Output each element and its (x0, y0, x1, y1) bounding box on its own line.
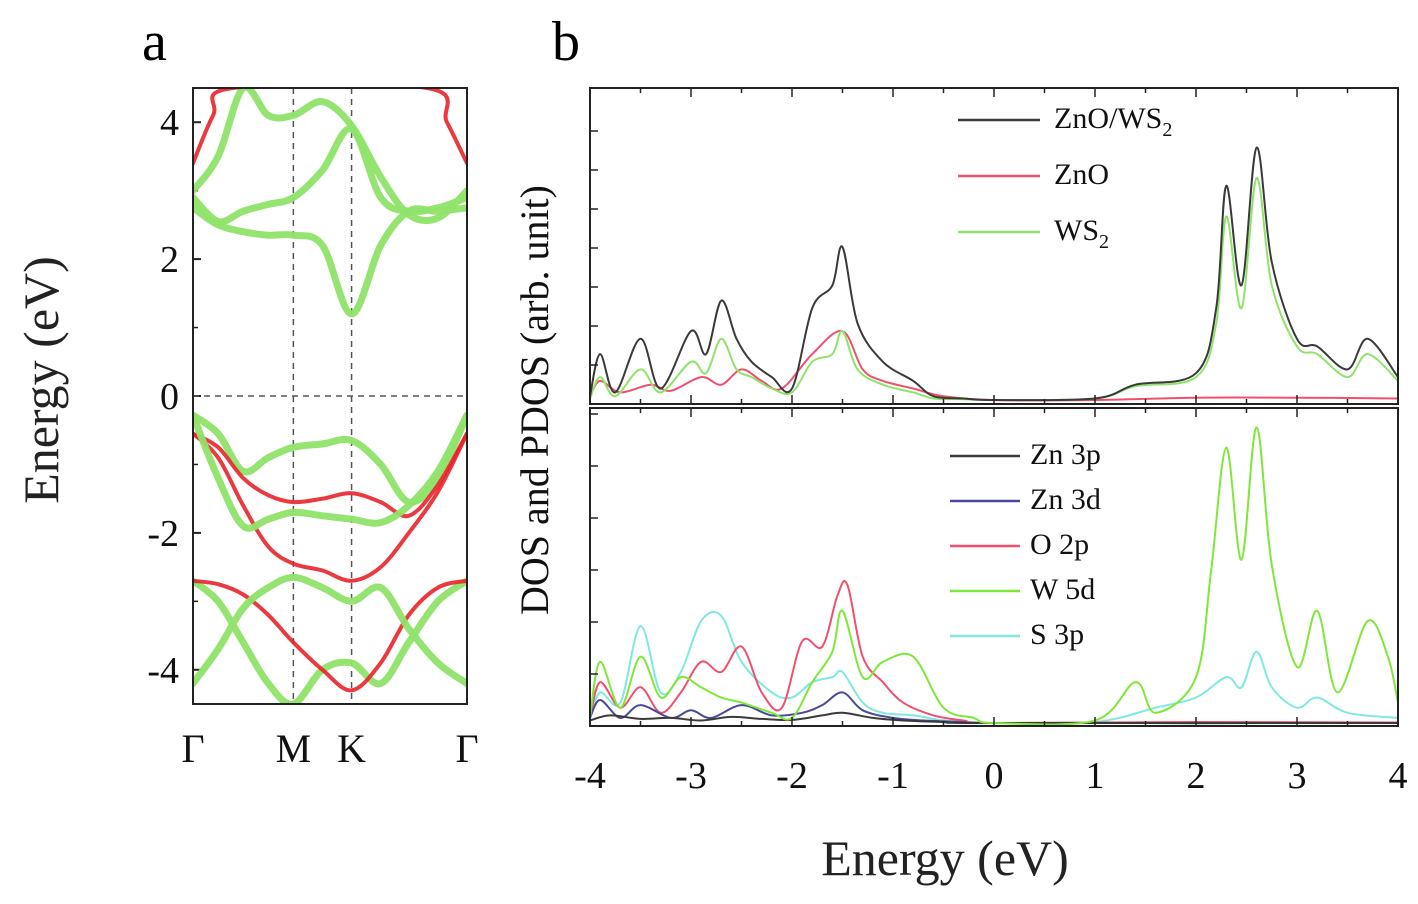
dos-total-lines (590, 146, 1398, 402)
pdos-line-4 (590, 611, 1398, 725)
legend-label: Zn 3d (1030, 483, 1101, 516)
pdos-lines (590, 426, 1398, 726)
legend-label: W 5d (1030, 573, 1095, 606)
pdos-line-0 (590, 711, 1398, 725)
dos-xtick-label: 2 (1187, 755, 1206, 797)
band-ytick-label: -2 (147, 513, 179, 555)
band-line-ws2 (193, 125, 467, 226)
pdos-line-2 (590, 580, 1398, 725)
dos-plot: DOS and PDOS (arb. unit) -4 -3 -2 -1 0 1 2 3 4 E… (512, 87, 1408, 886)
dos-xtick-label: 3 (1288, 755, 1307, 797)
dos-xlabel: Energy (eV) (821, 830, 1069, 886)
band-ytick-label: 4 (160, 102, 179, 144)
band-line-ws2 (193, 577, 467, 704)
legend-label: Zn 3p (1030, 438, 1101, 471)
dos-xtick-labels: -4 -3 -2 -1 0 1 2 3 4 (574, 755, 1407, 797)
legend-label: ZnO (1054, 158, 1109, 191)
dos-line-2 (590, 177, 1398, 402)
band-ytick-label: -4 (147, 650, 179, 692)
band-line-zno (193, 431, 467, 583)
band-line-ws2 (193, 411, 467, 532)
legend-label: ZnO/WS2 (1054, 102, 1172, 141)
legend-label: S 3p (1030, 618, 1084, 651)
legend-label: O 2p (1030, 528, 1089, 561)
legend-bottom: Zn 3p Zn 3d O 2p W 5d S 3p (950, 438, 1101, 651)
band-line-ws2 (193, 573, 467, 687)
legend-label: WS2 (1054, 214, 1109, 253)
dos-xtick-label: -3 (675, 755, 707, 797)
kpoint-label: M (276, 726, 312, 771)
band-line-zno (193, 88, 467, 166)
band-line-zno (193, 578, 467, 693)
dos-xtick-label: -4 (574, 755, 606, 797)
pdos-line-3 (590, 426, 1398, 726)
dos-bottom-frame (589, 407, 1399, 727)
dos-xtick-label: 4 (1389, 755, 1408, 797)
legend-top: ZnO/WS2 ZnO WS2 (958, 102, 1172, 253)
dos-xtick-label: 1 (1086, 755, 1105, 797)
kpoint-label: Γ (455, 726, 478, 771)
band-ytick-label: 2 (160, 239, 179, 281)
dos-xtick-label: -1 (877, 755, 909, 797)
panel-label-a: a (142, 11, 167, 73)
band-line-zno (193, 431, 467, 519)
kpoint-label: Γ (181, 726, 204, 771)
dos-ylabel: DOS and PDOS (arb. unit) (512, 185, 557, 615)
panel-label-b: b (552, 11, 580, 73)
dos-line-0 (590, 146, 1398, 402)
band-ytick-label: 0 (160, 376, 179, 418)
band-yticks: 4 2 0 -2 -4 (147, 102, 201, 692)
kpoint-label: K (337, 726, 366, 771)
band-line-ws2 (193, 88, 467, 224)
band-lines (193, 88, 467, 704)
dos-xtick-label: 0 (985, 755, 1004, 797)
dos-top-frame (589, 87, 1399, 405)
band-ylabel: Energy (eV) (13, 256, 69, 504)
band-frame (192, 87, 468, 705)
dos-xtick-label: -2 (776, 755, 808, 797)
